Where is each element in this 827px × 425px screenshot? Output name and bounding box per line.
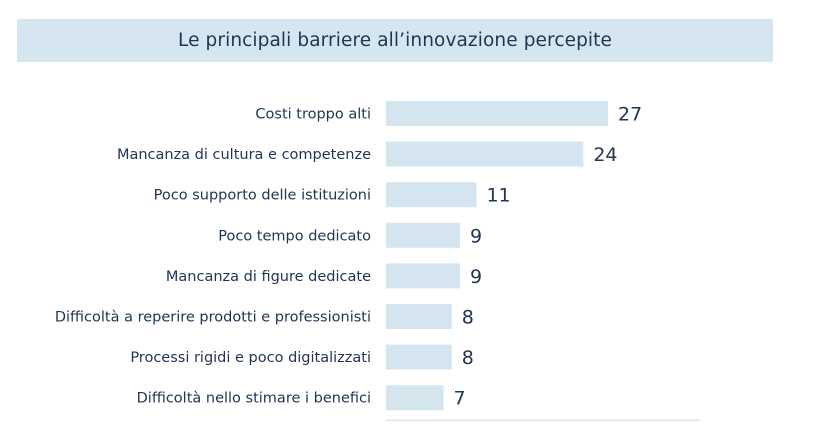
chart-title-band: Le principali barriere all’innovazione p…: [17, 19, 773, 62]
value-label-7: 8: [462, 347, 474, 369]
chart-title: Le principali barriere all’innovazione p…: [177, 30, 612, 51]
bar-2: [386, 141, 584, 167]
bar-7: [386, 344, 452, 370]
value-label-3: 11: [486, 185, 510, 207]
category-label-3: Poco supporto delle istituzioni: [154, 188, 371, 204]
category-label-4: Poco tempo dedicato: [218, 228, 371, 244]
bar-3: [386, 182, 477, 208]
bars-layer: Costi troppo alti 27 Mancanza di cultura e…: [55, 101, 642, 411]
bar-1: [386, 101, 608, 126]
bar-5: [386, 263, 460, 289]
category-label-6: Difficoltà a reperire prodotti e profess…: [55, 310, 371, 326]
category-label-7: Processi rigidi e poco digitalizzati: [130, 350, 371, 366]
value-label-2: 24: [593, 144, 617, 166]
value-label-1: 27: [618, 104, 642, 126]
value-label-6: 8: [462, 307, 474, 329]
value-label-5: 9: [470, 266, 482, 288]
value-label-4: 9: [470, 225, 482, 247]
bar-8: [386, 385, 444, 411]
category-label-1: Costi troppo alti: [255, 107, 371, 123]
category-label-2: Mancanza di cultura e competenze: [117, 147, 371, 163]
category-label-8: Difficoltà nello stimare i benefici: [137, 391, 371, 407]
bar-6: [386, 304, 452, 329]
value-label-8: 7: [454, 388, 466, 410]
bar-4: [386, 222, 460, 248]
category-label-5: Mancanza di figure dedicate: [166, 269, 371, 285]
